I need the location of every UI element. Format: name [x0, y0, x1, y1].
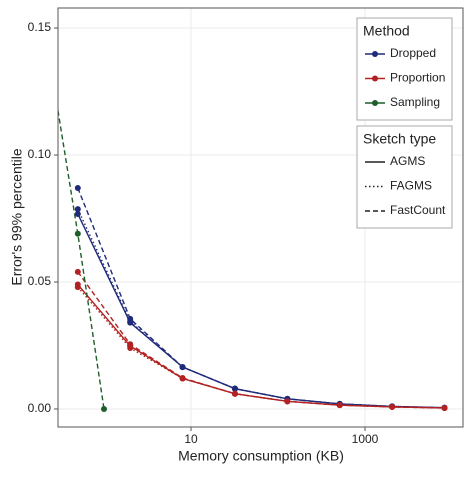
legend-label: Proportion [390, 71, 445, 85]
panel-border [57, 7, 464, 428]
data-point [74, 230, 81, 237]
y-tick-label: 0.15 [28, 20, 52, 34]
legend-label: AGMS [390, 154, 425, 168]
data-point [74, 268, 81, 275]
series-line [77, 271, 445, 409]
legend-label: FastCount [390, 203, 446, 217]
x-tick-label: 10 [184, 432, 198, 446]
data-point [74, 284, 81, 291]
legend-box [356, 125, 453, 229]
data-point [231, 390, 238, 397]
legend-label: Sampling [390, 95, 440, 109]
data-point [441, 404, 448, 411]
y-tick-label: 0.00 [28, 401, 52, 415]
series-line [77, 208, 445, 409]
y-tick-label: 0.10 [28, 147, 52, 161]
x-axis-title: Memory consumption (KB) [178, 448, 344, 464]
data-point [74, 185, 81, 192]
x-tick-label: 1000 [352, 432, 379, 446]
legend-marker [372, 51, 378, 57]
data-point [336, 402, 343, 409]
legend-title: Sketch type [363, 131, 436, 147]
data-point [179, 374, 186, 381]
legend-title: Method [363, 23, 410, 39]
data-point [179, 364, 186, 371]
legend-marker [372, 100, 378, 106]
data-point [127, 315, 134, 322]
legend-label: FAGMS [390, 179, 432, 193]
legend-label: Dropped [390, 46, 436, 60]
data-point [74, 210, 81, 217]
data-point [284, 398, 291, 405]
y-tick-label: 0.05 [28, 274, 52, 288]
data-point [231, 385, 238, 392]
data-point [101, 405, 108, 412]
y-axis-title: Error's 99% percentile [9, 148, 25, 286]
legend-marker [372, 75, 378, 82]
data-point [127, 341, 134, 348]
plot-area [58, 106, 448, 412]
legend: Method Dropped Proportion Sampling Sketch ty… [356, 17, 453, 229]
data-point [389, 403, 396, 410]
data-point [74, 206, 81, 213]
axes: 0.00 0.05 0.10 0.15 10 1000 [28, 20, 379, 446]
